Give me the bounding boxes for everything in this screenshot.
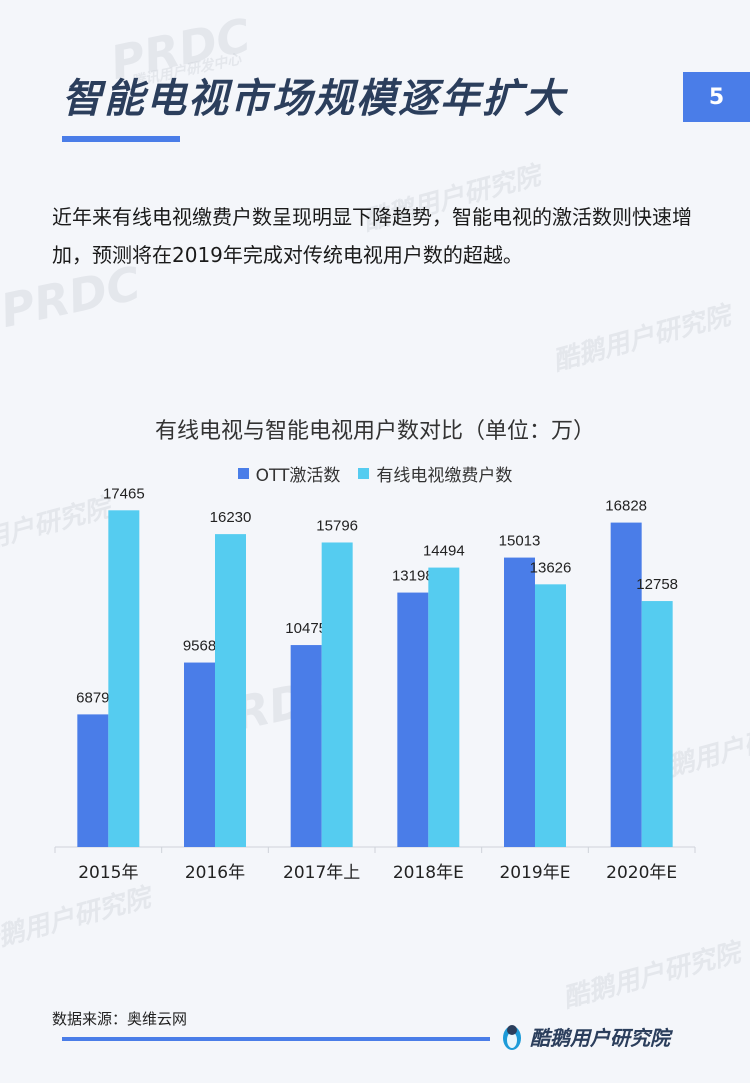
- data-label: 13198: [392, 568, 434, 585]
- bar-cable: [535, 584, 566, 847]
- x-tick-label: 2020年E: [606, 863, 677, 883]
- bar-cable: [215, 534, 246, 847]
- data-label: 10475: [285, 620, 327, 637]
- data-label: 16828: [605, 498, 647, 515]
- bar-cable: [428, 567, 460, 847]
- legend-swatch-ott: [237, 468, 249, 479]
- bar-cable: [641, 601, 673, 847]
- legend-swatch-cable: [358, 468, 370, 479]
- brand-name: 酷鹅用户研究院: [530, 1026, 670, 1050]
- bar-ott: [290, 645, 322, 847]
- data-label: 17465: [103, 485, 145, 502]
- intro-paragraph: 近年来有线电视缴费户数呈现明显下降趋势，智能电视的激活数则快速增加，预测将在20…: [52, 205, 692, 267]
- title-underline: [62, 136, 180, 142]
- legend-label-cable: 有线电视缴费户数: [376, 466, 513, 486]
- page-title: 智能电视市场规模逐年扩大: [62, 76, 566, 122]
- data-label: 15796: [316, 517, 358, 534]
- legend-item-ott: OTT激活数: [237, 461, 341, 486]
- bar-ott: [610, 522, 642, 847]
- brand-logo: 酷鹅用户研究院: [500, 1022, 670, 1051]
- chart-title: 有线电视与智能电视用户数对比（单位：万）: [154, 419, 595, 444]
- legend-label-ott: OTT激活数: [255, 466, 341, 486]
- x-tick-label: 2019年E: [499, 863, 570, 883]
- data-source: 数据来源：奥维云网: [52, 1010, 188, 1028]
- data-label: 15013: [499, 533, 541, 550]
- legend-item-cable: 有线电视缴费户数: [358, 461, 512, 486]
- bar-ott: [504, 557, 535, 847]
- bar-ott: [184, 662, 215, 847]
- data-label: 12758: [636, 576, 678, 593]
- data-label: 6879: [76, 689, 109, 706]
- bar-cable: [108, 510, 140, 847]
- x-tick-label: 2018年E: [393, 863, 464, 883]
- bar-ott: [397, 592, 429, 847]
- data-label: 13626: [530, 559, 572, 576]
- bar-cable: [321, 542, 353, 847]
- data-label: 14494: [423, 543, 465, 560]
- x-tick-label: 2017年上: [283, 863, 360, 883]
- penguin-logo-icon: [503, 1024, 521, 1050]
- chart-legend: OTT激活数 有线电视缴费户数: [0, 461, 750, 486]
- footer-line: [62, 1037, 490, 1041]
- bar-ott: [77, 714, 109, 847]
- x-tick-label: 2016年: [185, 863, 245, 883]
- data-label: 9568: [183, 638, 216, 655]
- data-label: 16230: [210, 509, 252, 526]
- page-number-badge: 5: [683, 72, 750, 122]
- x-tick-label: 2015年: [78, 863, 138, 883]
